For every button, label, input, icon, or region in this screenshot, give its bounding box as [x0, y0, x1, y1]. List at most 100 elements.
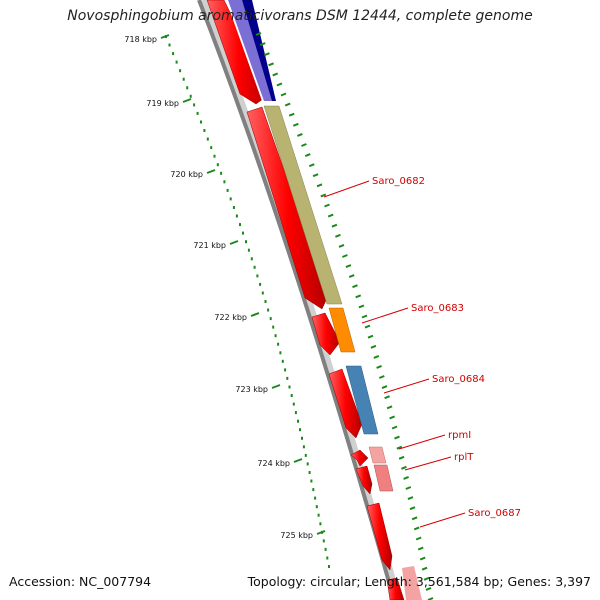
- gene-label[interactable]: Saro_0687: [468, 508, 521, 519]
- outer-tick-dash: [280, 92, 287, 97]
- outer-tick-dash: [386, 405, 393, 410]
- outer-tick-dash: [358, 304, 365, 309]
- tick-dot: [267, 308, 270, 312]
- outer-tick-dash: [312, 173, 319, 178]
- outer-tick-dash: [292, 122, 299, 127]
- tick-dot: [247, 248, 250, 252]
- tick-dot: [322, 539, 325, 543]
- tick-dot: [304, 453, 307, 457]
- outer-tick-dash: [304, 153, 311, 158]
- tick-label: 720 kbp: [170, 170, 203, 179]
- tick-dot: [256, 274, 259, 278]
- tick-dot: [223, 180, 226, 184]
- tick-dot: [182, 77, 185, 81]
- gene-band-track: [226, 0, 422, 600]
- outer-tick-dash: [255, 32, 262, 36]
- tick-dot: [299, 428, 301, 432]
- gene-label[interactable]: Saro_0683: [411, 303, 464, 314]
- genome-title: Novosphingobium aromaticivorans DSM 1244…: [67, 8, 533, 24]
- tick-dot: [203, 129, 206, 132]
- tick-dot: [186, 86, 189, 90]
- tick-dot: [284, 368, 287, 372]
- outer-tick-dash: [297, 132, 303, 137]
- gene-label[interactable]: rpmI: [448, 430, 471, 441]
- gene-band-rpmi: [368, 446, 387, 464]
- outer-tick-dash: [419, 556, 426, 561]
- outer-tick-dash: [324, 203, 330, 208]
- tick-dot: [317, 513, 320, 517]
- gene-band-lower: [402, 566, 422, 600]
- tick-dot: [206, 137, 209, 141]
- cds-arrow: [350, 449, 369, 467]
- gene-band-navy: [242, 0, 276, 101]
- outer-tick-dash: [301, 143, 307, 147]
- gene-band-blue: [228, 0, 274, 101]
- gene-band-saro0682: [263, 105, 343, 305]
- tick-dot: [216, 163, 219, 167]
- outer-tick-dash: [425, 586, 432, 591]
- tick-dot: [264, 300, 267, 303]
- outer-tick-dash: [338, 243, 345, 248]
- tick-dot: [306, 462, 309, 466]
- cds-arrow: [311, 312, 341, 356]
- tick-dot: [328, 565, 330, 568]
- outer-tick-dash: [308, 163, 315, 168]
- outer-tick-dash: [331, 223, 338, 228]
- outer-tick-dash: [401, 465, 407, 470]
- outer-tick-dash: [413, 526, 420, 531]
- gene-leader-line: [404, 456, 452, 471]
- tick-dot: [301, 436, 303, 440]
- outer-tick-dash: [352, 284, 358, 289]
- outer-tick-dash: [259, 42, 266, 47]
- tick-dot: [229, 197, 232, 201]
- outer-tick-dash: [364, 324, 371, 329]
- outer-tick-dash: [415, 536, 422, 541]
- tick-label: 722 kbp: [214, 313, 247, 322]
- tick-dot: [172, 52, 175, 56]
- outer-tick-dash: [345, 264, 352, 269]
- tick-dot: [196, 111, 199, 115]
- tick-dot: [200, 120, 202, 124]
- cds-arrow: [328, 368, 363, 439]
- tick-label: 719 kbp: [146, 99, 179, 108]
- outer-tick-dash: [405, 486, 412, 490]
- tick-dot: [288, 385, 291, 389]
- major-tick: [250, 312, 260, 317]
- tick-dot: [168, 43, 171, 47]
- gene-leader-line: [361, 307, 409, 324]
- tick-dot: [239, 223, 241, 227]
- outer-tick-dash: [409, 506, 416, 511]
- tick-dot: [242, 231, 244, 235]
- major-tick: [206, 169, 216, 174]
- tick-label: 725 kbp: [280, 531, 313, 540]
- tick-dot: [277, 342, 280, 346]
- gene-label[interactable]: Saro_0682: [372, 176, 425, 187]
- outer-tick-dash: [384, 395, 390, 400]
- outer-tick-dash: [417, 546, 424, 551]
- outer-tick-dash: [407, 496, 414, 501]
- outer-tick-dash: [284, 102, 291, 107]
- outer-tick-dash: [342, 254, 348, 258]
- tick-dot: [324, 547, 327, 551]
- tick-dot: [269, 317, 272, 321]
- tick-label: 718 kbp: [124, 35, 157, 44]
- tick-dot: [319, 522, 322, 526]
- tick-dot: [210, 146, 213, 150]
- outer-tick-dash: [398, 455, 405, 460]
- major-tick: [229, 240, 239, 245]
- tick-dot: [189, 94, 192, 98]
- major-tick: [293, 458, 303, 463]
- outer-tick-dash: [373, 354, 380, 359]
- gene-label[interactable]: rplT: [454, 452, 474, 463]
- outer-tick-dash: [421, 566, 428, 571]
- outer-tick-dash: [389, 415, 395, 420]
- outer-tick-dash: [264, 52, 270, 57]
- tick-dot: [235, 214, 238, 218]
- gene-band-rplt: [373, 464, 394, 492]
- outer-tick-dash: [276, 82, 283, 87]
- outer-tick-dash: [316, 183, 323, 188]
- gene-label-layer: Saro_0682 Saro_0683 Saro_0684 rpmI rplT Saro_…: [323, 176, 521, 528]
- tick-dot: [281, 359, 284, 363]
- gene-leader-line: [398, 434, 446, 450]
- gene-label[interactable]: Saro_0684: [432, 374, 485, 385]
